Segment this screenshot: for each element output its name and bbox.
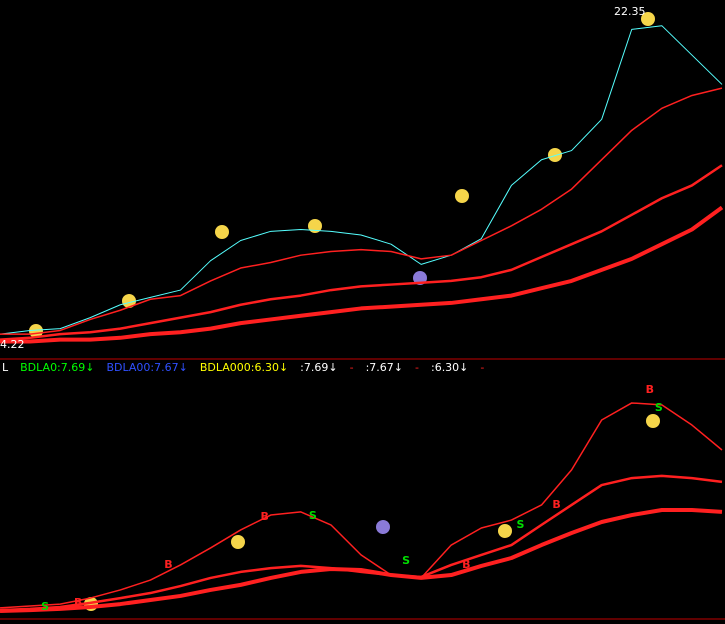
signal-icon [455,189,469,203]
series-line [0,508,723,614]
indicator-value: :7.69↓ [300,361,337,374]
signal-label: S [309,509,317,522]
indicator-value: L [2,361,9,374]
indicator-value: :6.30↓ [431,361,468,374]
signal-label: S [402,554,410,567]
signal-label: B [646,383,654,396]
series-line [0,164,723,341]
signal-label: B [552,498,560,511]
series-line [0,87,723,335]
indicator-value: :7.67↓ [366,361,403,374]
signal-label: B [261,510,269,523]
high-price-label: 22.35 [614,5,646,18]
indicator-value: - [480,361,484,374]
indicator-value: BDLA000:6.30↓ [200,361,288,374]
signal-icon [498,524,512,538]
signal-icon [646,414,660,428]
signal-icon [641,12,655,26]
low-price-label: 4.22 [0,338,25,351]
signal-label: S [516,518,524,531]
series-line [0,25,723,335]
signal-label: B [74,596,82,609]
signal-icon [548,148,562,162]
signal-icon [215,225,229,239]
indicator-value: BDLA0:7.69↓ [20,361,94,374]
signal-label: B [462,558,470,571]
signal-label: B [164,558,172,571]
series-line [0,402,723,609]
indicator-value: - [415,361,419,374]
series-line [0,205,724,344]
signal-icon [122,294,136,308]
indicator-value: BDLA00:7.67↓ [106,361,187,374]
signal-icon [376,520,390,534]
signal-label: S [41,600,49,613]
signal-icon [308,219,322,233]
signal-label: S [655,401,663,414]
signal-icon [231,535,245,549]
indicator-value: - [350,361,354,374]
